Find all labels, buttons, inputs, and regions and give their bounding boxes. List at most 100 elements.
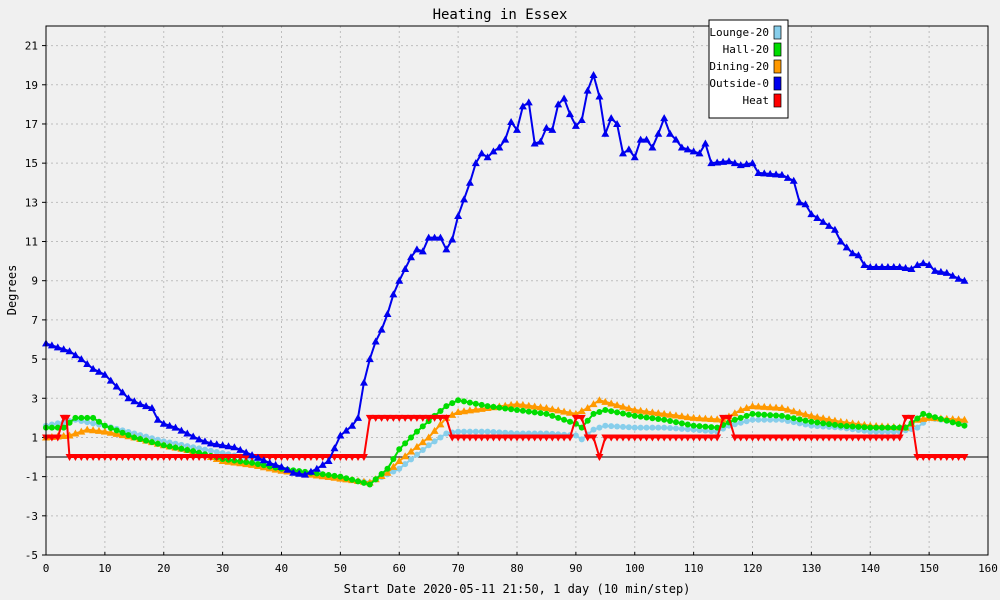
data-point — [630, 406, 639, 414]
data-point — [702, 423, 709, 430]
data-point — [484, 428, 491, 435]
data-point — [660, 114, 669, 122]
data-point — [354, 413, 363, 421]
data-point — [772, 403, 781, 411]
data-point — [59, 345, 68, 353]
data-point — [848, 249, 857, 257]
data-point — [561, 416, 568, 423]
data-point — [178, 445, 185, 452]
data-point — [312, 454, 321, 462]
data-point — [407, 447, 416, 455]
data-point — [860, 261, 869, 269]
data-point — [842, 243, 851, 251]
data-point — [949, 419, 956, 426]
data-point — [825, 434, 834, 442]
data-point — [883, 434, 892, 442]
plot-border — [45, 25, 989, 556]
data-point — [237, 458, 244, 465]
data-point — [660, 434, 669, 442]
data-point — [177, 454, 186, 462]
x-tick-label: 30 — [216, 562, 229, 575]
data-point — [477, 149, 486, 157]
data-point — [842, 434, 851, 442]
data-point — [878, 262, 887, 270]
data-point — [395, 414, 404, 422]
data-point — [671, 434, 680, 442]
data-point — [507, 434, 516, 442]
data-point — [90, 414, 97, 421]
data-point — [578, 436, 585, 443]
data-point — [931, 266, 940, 274]
data-point — [689, 413, 698, 421]
data-point — [71, 429, 80, 437]
data-point — [518, 400, 527, 408]
data-point — [914, 424, 921, 431]
data-point — [436, 233, 445, 241]
data-point — [200, 437, 209, 445]
data-point — [825, 221, 834, 229]
data-point — [206, 454, 215, 462]
y-tick-label: -3 — [25, 510, 38, 523]
data-point — [100, 370, 109, 378]
data-point — [577, 116, 586, 124]
y-tick-label: 17 — [25, 118, 38, 131]
data-point — [365, 414, 374, 422]
data-point — [53, 343, 62, 351]
data-point — [801, 200, 810, 208]
data-point — [171, 454, 180, 462]
data-point — [690, 422, 697, 429]
data-point — [655, 424, 662, 431]
data-point — [678, 425, 685, 432]
data-point — [389, 290, 398, 298]
data-point — [855, 423, 862, 430]
data-point — [730, 434, 739, 442]
data-point — [260, 462, 267, 469]
data-point — [319, 471, 326, 478]
data-point — [524, 401, 533, 409]
data-point — [72, 414, 79, 421]
data-point — [483, 434, 492, 442]
data-point — [401, 452, 410, 460]
data-point — [672, 419, 679, 426]
data-point — [142, 454, 151, 462]
data-point — [955, 421, 962, 428]
data-point — [106, 428, 115, 436]
data-point — [465, 406, 474, 414]
data-point — [719, 157, 728, 165]
data-point — [536, 137, 545, 145]
data-point — [295, 469, 304, 477]
data-point — [783, 434, 792, 442]
data-point — [583, 404, 592, 412]
data-point — [649, 415, 656, 422]
data-point — [795, 408, 804, 416]
data-point — [383, 310, 392, 318]
data-point — [112, 454, 121, 462]
data-point — [396, 465, 403, 472]
data-point — [607, 399, 616, 407]
data-point — [342, 454, 351, 462]
data-point — [142, 402, 151, 410]
data-point — [124, 454, 133, 462]
data-point — [165, 454, 174, 462]
data-point — [365, 355, 374, 363]
data-point — [508, 406, 515, 413]
data-point — [661, 424, 668, 431]
data-point — [471, 405, 480, 413]
legend-swatch — [773, 25, 782, 40]
data-point — [177, 426, 186, 434]
data-point — [830, 434, 839, 442]
data-point — [748, 434, 757, 442]
data-point — [147, 404, 156, 412]
data-point — [183, 454, 192, 462]
data-point — [489, 147, 498, 155]
data-point — [701, 434, 710, 442]
data-point — [124, 394, 133, 402]
series-hall-20 — [43, 397, 968, 488]
data-point — [825, 415, 834, 423]
data-point — [636, 406, 645, 414]
data-point — [848, 434, 857, 442]
data-point — [306, 467, 315, 475]
data-point — [449, 400, 456, 407]
data-point — [407, 414, 416, 422]
data-point — [277, 462, 286, 470]
